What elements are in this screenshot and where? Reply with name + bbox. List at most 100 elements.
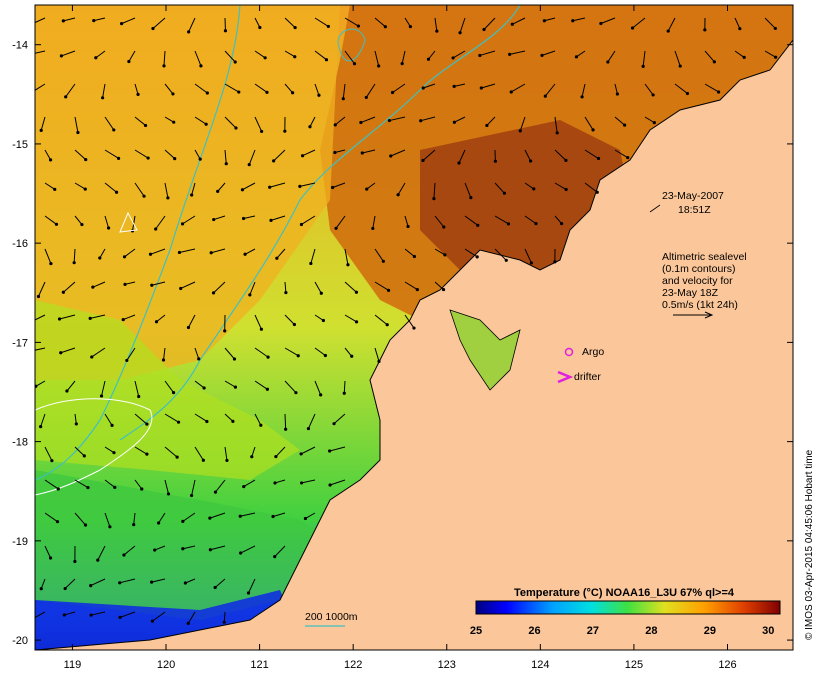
velocity-arrowhead <box>476 223 480 227</box>
velocity-arrowhead <box>504 258 508 262</box>
velocity-arrowhead <box>319 291 323 295</box>
velocity-arrowhead <box>96 558 100 562</box>
velocity-arrow <box>104 512 111 527</box>
velocity-arrowhead <box>703 28 707 32</box>
velocity-arrowhead <box>121 317 125 322</box>
velocity-arrowhead <box>208 548 212 552</box>
velocity-arrow <box>307 413 316 429</box>
velocity-arrowhead <box>181 519 185 523</box>
velocity-arrowhead <box>190 193 194 197</box>
velocity-arrowhead <box>265 387 269 391</box>
king-sound <box>449 309 521 391</box>
velocity-arrow <box>194 116 207 125</box>
velocity-arrow <box>180 281 196 289</box>
velocity-arrow <box>674 83 688 94</box>
velocity-arrow <box>179 248 196 253</box>
colorbar-tick-label: 29 <box>704 625 716 637</box>
velocity-arrow <box>194 83 208 94</box>
velocity-arrowhead <box>641 64 645 68</box>
velocity-arrows <box>35 17 778 625</box>
velocity-arrow <box>299 182 316 187</box>
velocity-arrowhead <box>61 290 65 294</box>
velocity-arrowhead <box>269 218 273 222</box>
x-tick-label: 122 <box>344 659 362 671</box>
velocity-arrowhead <box>171 391 176 395</box>
legend-line-3: and velocity for <box>662 275 733 287</box>
velocity-arrowhead <box>386 288 391 292</box>
velocity-arrow <box>59 314 76 320</box>
drifter-label: drifter <box>574 371 601 383</box>
velocity-arrow <box>389 116 406 122</box>
velocity-arrow <box>272 512 286 517</box>
velocity-arrow <box>194 380 205 389</box>
velocity-arrowhead <box>116 156 121 160</box>
velocity-arrow <box>374 248 384 262</box>
velocity-arrowhead <box>275 256 279 260</box>
velocity-arrowhead <box>365 187 369 191</box>
velocity-arrowhead <box>122 553 126 557</box>
velocity-arrowhead <box>293 25 297 30</box>
velocity-arrowhead <box>137 394 141 399</box>
velocity-arrowhead <box>356 24 361 28</box>
velocity-arrowhead <box>383 25 387 29</box>
velocity-arrow <box>164 116 174 123</box>
velocity-arrowhead <box>341 97 345 101</box>
velocity-arrowhead <box>239 551 243 555</box>
velocity-arrowhead <box>222 620 226 624</box>
velocity-arrowhead <box>381 259 385 263</box>
velocity-arrow <box>214 578 226 588</box>
velocity-arrowhead <box>408 24 412 29</box>
velocity-arrowhead <box>443 253 447 257</box>
sealevel-contour <box>35 5 241 481</box>
velocity-arrow <box>63 281 76 293</box>
legend-line-4: 23-May 18Z <box>662 287 719 299</box>
velocity-arrowhead <box>73 559 77 564</box>
velocity-arrow <box>152 611 166 622</box>
velocity-arrow <box>224 446 228 461</box>
velocity-arrowhead <box>321 318 326 323</box>
legend-line-2: (0.1m contours) <box>662 263 736 275</box>
velocity-arrow <box>284 314 295 325</box>
velocity-arrowhead <box>211 291 216 295</box>
velocity-arrow <box>97 545 106 561</box>
velocity-arrowhead <box>197 357 201 361</box>
velocity-arrow <box>104 446 115 454</box>
velocity-arrowhead <box>553 260 557 264</box>
velocity-arrow <box>74 149 87 160</box>
velocity-arrow <box>254 116 263 132</box>
velocity-arrowhead <box>319 393 323 397</box>
velocity-arrowhead <box>435 29 439 33</box>
velocity-arrowhead <box>259 423 263 427</box>
velocity-arrowhead <box>591 128 595 132</box>
velocity-arrow <box>151 281 166 286</box>
velocity-arrow <box>104 149 119 159</box>
x-tick-label: 126 <box>718 659 736 671</box>
velocity-arrow <box>134 149 149 159</box>
velocity-arrow <box>217 182 226 192</box>
velocity-arrow <box>332 182 346 188</box>
velocity-arrow <box>134 413 148 425</box>
velocity-arrowhead <box>143 123 148 128</box>
velocity-arrowhead <box>506 222 511 226</box>
velocity-arrow <box>128 50 136 62</box>
velocity-arrowhead <box>173 157 177 161</box>
velocity-arrow <box>124 281 136 285</box>
velocity-arrowhead <box>260 129 264 134</box>
velocity-arrow <box>150 248 166 255</box>
velocity-arrowhead <box>458 31 462 35</box>
velocity-arrow <box>329 446 346 452</box>
velocity-arrowhead <box>371 226 375 231</box>
velocity-arrowhead <box>89 613 93 617</box>
velocity-arrow <box>314 314 324 321</box>
velocity-arrowhead <box>493 159 497 163</box>
date-pointer <box>649 204 661 213</box>
velocity-arrowhead <box>101 96 105 100</box>
velocity-arrowhead <box>299 222 304 227</box>
velocity-arrowhead <box>140 487 144 491</box>
velocity-arrow <box>343 380 346 394</box>
velocity-arrowhead <box>308 125 312 129</box>
velocity-arrow <box>524 149 532 162</box>
velocity-arrow <box>314 83 320 96</box>
velocity-arrowhead <box>774 55 778 59</box>
velocity-arrowhead <box>209 251 213 255</box>
